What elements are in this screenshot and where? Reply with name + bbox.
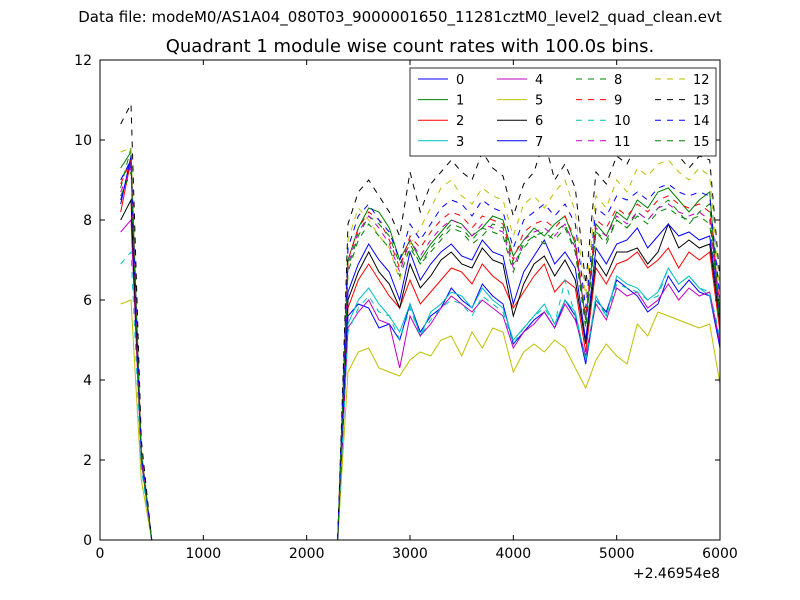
x-tick-label: 2000 bbox=[289, 546, 325, 562]
x-tick-label: 6000 bbox=[702, 546, 738, 562]
legend-box bbox=[409, 67, 717, 157]
legend-label-0: 0 bbox=[456, 73, 464, 88]
series-group bbox=[120, 102, 720, 540]
y-tick-label: 12 bbox=[74, 53, 92, 69]
series-line-2 bbox=[120, 159, 720, 540]
series-line-1 bbox=[120, 150, 720, 540]
series-line-0 bbox=[120, 163, 720, 540]
legend-label-13: 13 bbox=[693, 94, 710, 109]
series-line-4 bbox=[120, 218, 720, 540]
legend-label-3: 3 bbox=[456, 135, 464, 150]
series-line-9 bbox=[120, 159, 720, 540]
legend-label-7: 7 bbox=[535, 135, 543, 150]
series-line-13 bbox=[120, 102, 720, 540]
x-tick-label: 3000 bbox=[392, 546, 428, 562]
legend-label-1: 1 bbox=[456, 94, 464, 109]
series-line-6 bbox=[120, 198, 720, 540]
y-tick-label: 2 bbox=[83, 453, 92, 469]
x-tick-label: 5000 bbox=[599, 546, 635, 562]
x-tick-label: 1000 bbox=[186, 546, 222, 562]
legend-label-9: 9 bbox=[614, 94, 622, 109]
series-line-5 bbox=[120, 299, 720, 540]
series-line-8 bbox=[120, 147, 720, 540]
chart-title: Quadrant 1 module wise count rates with … bbox=[165, 36, 655, 57]
legend-label-2: 2 bbox=[456, 114, 464, 129]
legend-label-5: 5 bbox=[535, 94, 543, 109]
y-tick-label: 4 bbox=[83, 373, 92, 389]
series-line-15 bbox=[120, 171, 720, 540]
legend-label-10: 10 bbox=[614, 114, 631, 129]
y-tick-label: 10 bbox=[74, 133, 92, 149]
x-tick-label: 4000 bbox=[496, 546, 532, 562]
y-tick-label: 6 bbox=[83, 293, 92, 309]
y-tick-label: 0 bbox=[83, 533, 92, 549]
legend-label-6: 6 bbox=[535, 114, 543, 129]
legend-label-12: 12 bbox=[693, 73, 710, 88]
x-tick-label: 0 bbox=[96, 546, 105, 562]
legend-label-15: 15 bbox=[693, 135, 710, 150]
data-file-title: Data file: modeM0/AS1A04_080T03_90000016… bbox=[78, 8, 722, 26]
x-offset-label: +2.46954e8 bbox=[633, 566, 720, 582]
series-line-7 bbox=[120, 155, 720, 540]
legend-label-4: 4 bbox=[535, 73, 543, 88]
y-tick-label: 8 bbox=[83, 213, 92, 229]
legend-label-14: 14 bbox=[693, 114, 710, 129]
legend-label-11: 11 bbox=[614, 135, 631, 150]
legend-label-8: 8 bbox=[614, 73, 622, 88]
series-line-12 bbox=[120, 147, 720, 540]
